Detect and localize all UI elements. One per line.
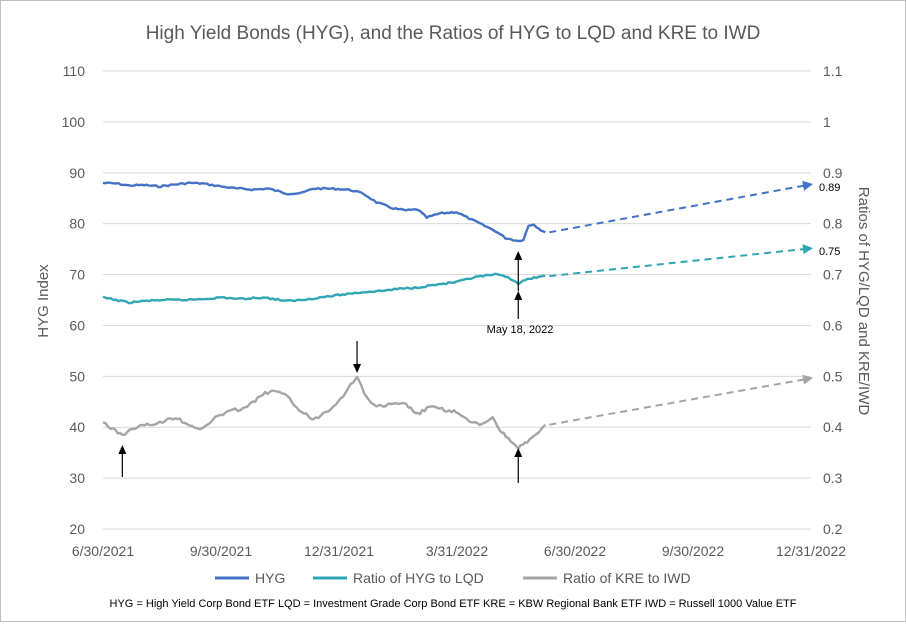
y-right-tick-label: 0.2 [823, 521, 843, 537]
series-line-2 [102, 375, 547, 450]
projection-line-0 [549, 184, 806, 234]
legend-item-1: Ratio of HYG to LQD [313, 570, 484, 586]
series-line-0 [102, 181, 546, 243]
projection-arrowhead-2 [802, 374, 813, 385]
y-axis-right-ticks: 0.2 0.3 0.4 0.5 0.6 0.7 0.8 0.9 1 1.1 [823, 63, 843, 537]
x-axis-ticks: 6/30/2021 9/30/2021 12/31/2021 3/31/2022 6/3… [72, 543, 846, 559]
y-right-tick-label: 0.8 [823, 216, 843, 232]
arrow-hyg-may [514, 251, 523, 291]
y-right-tick-label: 1.1 [823, 63, 843, 79]
gridlines [103, 70, 811, 530]
legend-label: Ratio of KRE to IWD [563, 570, 691, 586]
projection-label-1: 0.75 [819, 246, 840, 258]
x-tick-label: 12/31/2021 [304, 543, 374, 559]
y-left-tick-label: 40 [69, 419, 85, 435]
arrow-kre-jul [118, 445, 127, 477]
projection-arrowhead-0 [802, 180, 813, 191]
x-tick-label: 6/30/2021 [72, 543, 134, 559]
annotation-may-18: May 18, 2022 [487, 324, 554, 336]
y-left-tick-label: 50 [69, 368, 85, 384]
y-left-tick-label: 90 [69, 165, 85, 181]
series-group: 0.89 0.75 [102, 180, 840, 450]
y-right-tick-label: 0.5 [823, 368, 843, 384]
chart-title: High Yield Bonds (HYG), and the Ratios o… [146, 23, 761, 44]
y-right-tick-label: 0.4 [823, 419, 843, 435]
y-left-tick-label: 30 [69, 470, 85, 486]
y-left-tick-label: 70 [69, 267, 85, 283]
projection-line-1 [549, 247, 806, 278]
footnote: HYG = High Yield Corp Bond ETF LQD = Inv… [110, 598, 797, 610]
x-tick-label: 3/31/2022 [426, 543, 488, 559]
y-right-tick-label: 0.7 [823, 267, 843, 283]
legend-label: HYG [255, 570, 285, 586]
arrow-ratio-may [514, 291, 523, 319]
annotation-arrows [118, 251, 523, 483]
series-line-1 [102, 272, 546, 305]
legend: HYG Ratio of HYG to LQD Ratio of KRE to IW… [215, 570, 691, 586]
y-left-tick-label: 110 [63, 63, 86, 79]
y-right-tick-label: 0.3 [823, 470, 843, 486]
x-tick-label: 9/30/2021 [190, 543, 252, 559]
y-left-tick-label: 100 [62, 114, 86, 130]
legend-label: Ratio of HYG to LQD [353, 570, 484, 586]
x-tick-label: 6/30/2022 [544, 543, 606, 559]
legend-item-0: HYG [215, 570, 285, 586]
x-tick-label: 9/30/2022 [662, 543, 724, 559]
arrow-kre-jan [353, 341, 362, 373]
projection-arrowhead-1 [802, 244, 813, 255]
projection-line-2 [549, 378, 806, 426]
projection-label-0: 0.89 [819, 182, 840, 194]
legend-item-2: Ratio of KRE to IWD [523, 570, 691, 586]
y-axis-left-ticks: 20 30 40 50 60 70 80 90 100 110 [62, 63, 86, 537]
x-tick-label: 12/31/2022 [776, 543, 846, 559]
y-left-tick-label: 60 [69, 317, 85, 333]
y-right-tick-label: 0.9 [823, 165, 843, 181]
y-right-tick-label: 0.6 [823, 317, 843, 333]
y-axis-left-title: HYG Index [35, 264, 52, 338]
y-left-tick-label: 20 [69, 521, 85, 537]
arrow-kre-may [514, 448, 523, 483]
y-right-tick-label: 1 [823, 114, 831, 130]
y-axis-right-title: Ratios of HYG/LQD and KRE/IWD [855, 187, 872, 416]
y-left-tick-label: 80 [69, 216, 85, 232]
